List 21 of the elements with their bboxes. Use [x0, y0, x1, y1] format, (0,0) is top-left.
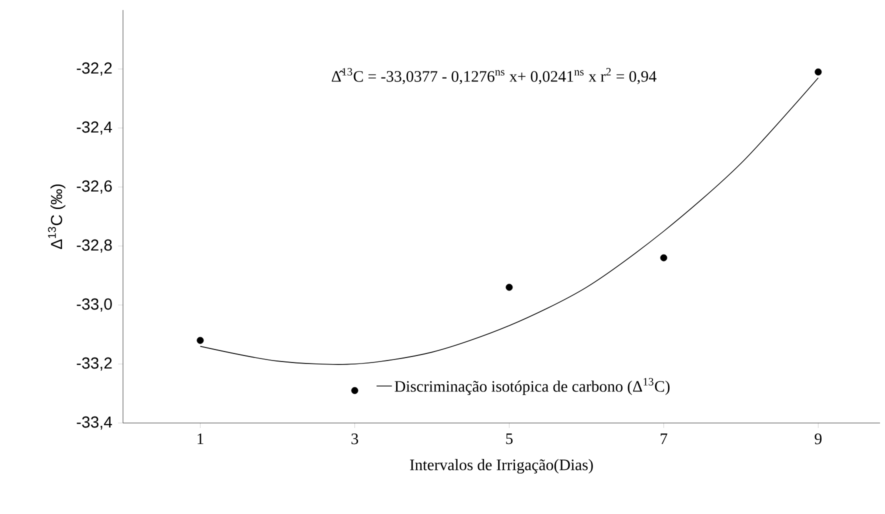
- x-axis-title: Intervalos de Irrigação(Dias): [410, 459, 593, 474]
- legend-label: Discriminação isotópica de carbono (Δ$^{13}$C): [394, 378, 670, 396]
- text: Δ̂$^{13}$C = -33,0377 - 0,1276$^{ns}$ x+ 0,0241$^{ns}$ x r$^{2}$ = 0,94: [332, 68, 656, 84]
- y-axis-title: Δ$^{13}$C (‰): [48, 184, 66, 250]
- y-tick-label: -33,4: [76, 416, 112, 430]
- x-tick-label: 3: [352, 434, 358, 444]
- y-tick-label: -32,4: [76, 121, 112, 135]
- x-tick-label: 9: [814, 434, 822, 444]
- y-tick-label: -32,8: [76, 239, 112, 253]
- point: [506, 284, 513, 291]
- y-tick-label: -32,2: [76, 62, 112, 76]
- y-tick-label: -33,2: [76, 357, 112, 371]
- point: [351, 387, 358, 394]
- x-tick-label: 5: [506, 434, 513, 444]
- x-tick-label: 7: [660, 434, 668, 444]
- point: [814, 68, 822, 76]
- x-tick-label: 1: [198, 434, 204, 444]
- point: [660, 254, 668, 262]
- point: [196, 336, 204, 344]
- y-tick-label: -33,0: [76, 298, 112, 312]
- y-tick-label: -32,6: [76, 180, 112, 194]
